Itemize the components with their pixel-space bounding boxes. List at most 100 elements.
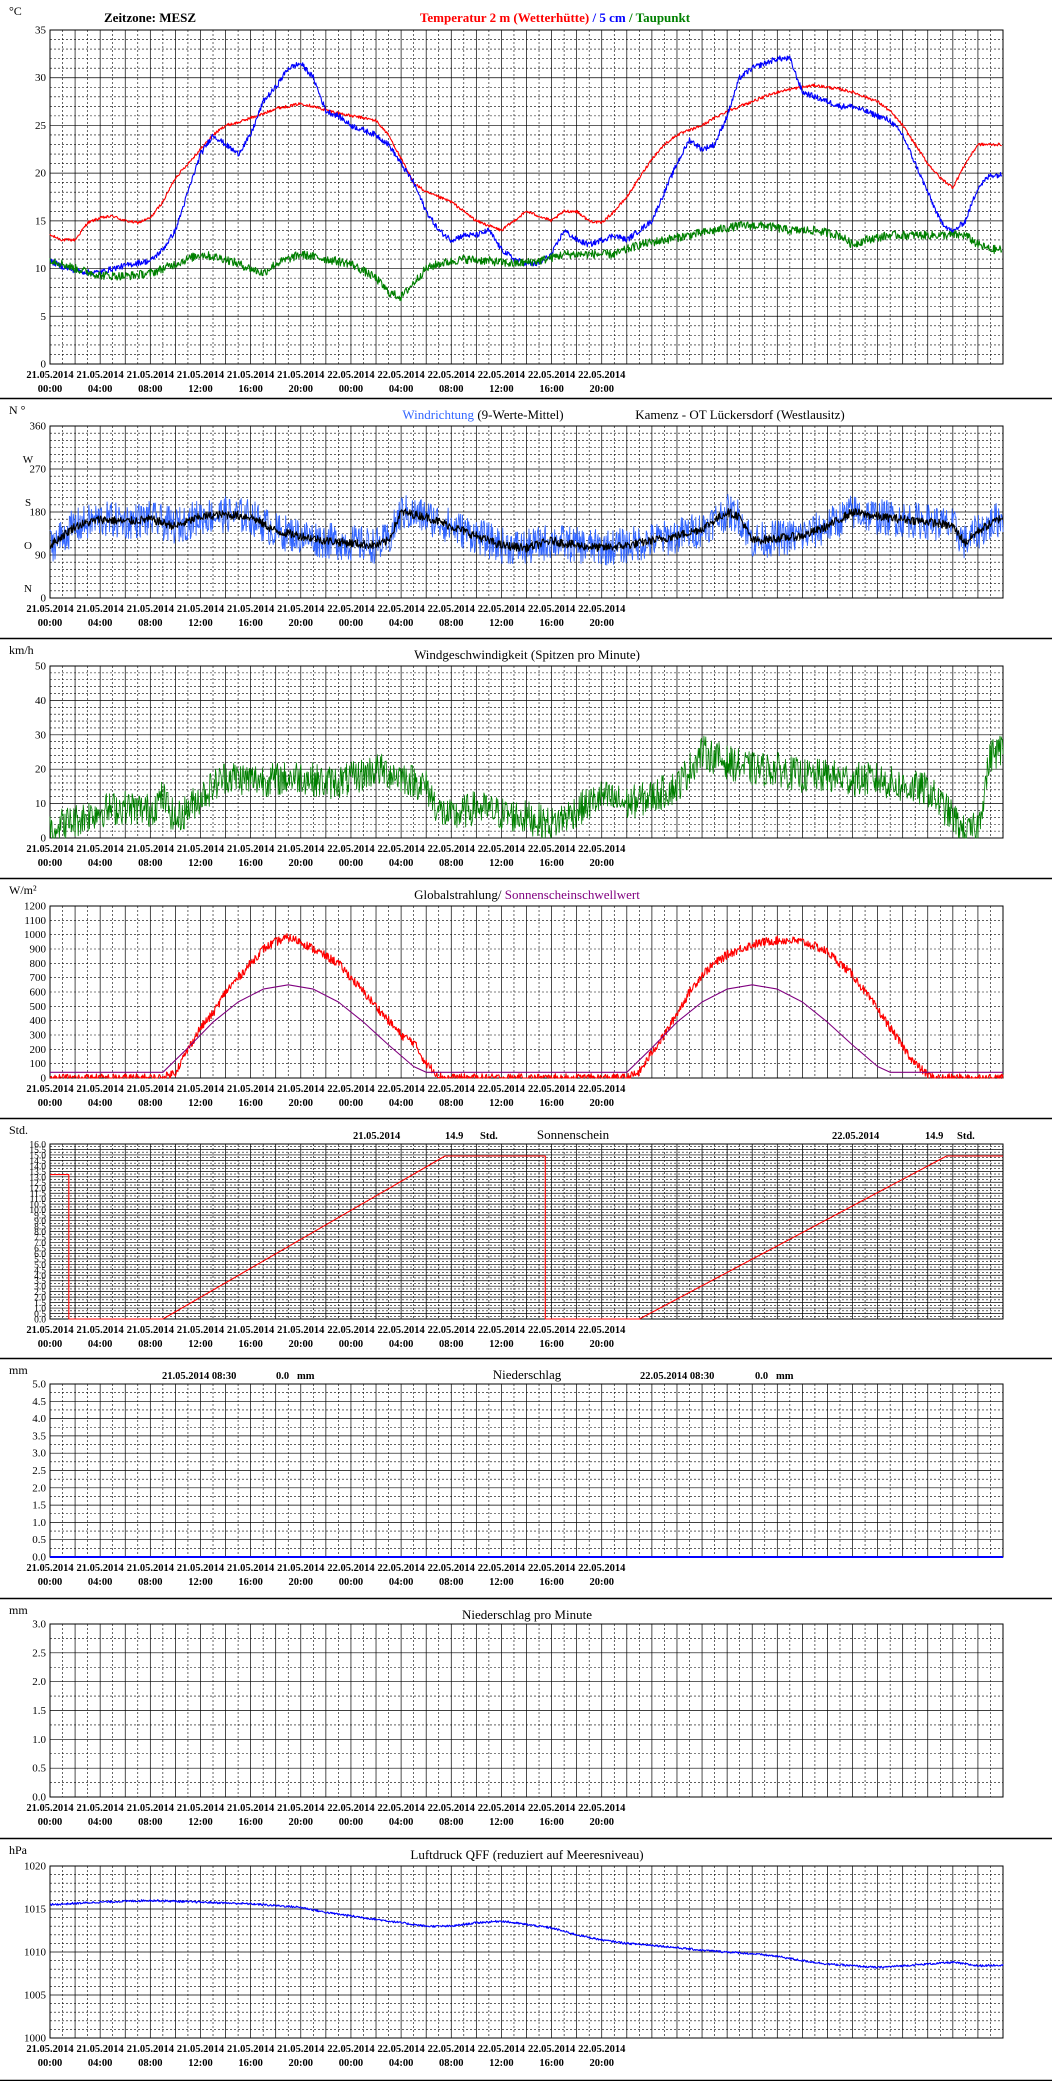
y-tick-label: 9.5 xyxy=(34,1212,46,1222)
y-tick-label: 30 xyxy=(35,729,47,741)
x-tick-date: 22.05.2014 xyxy=(428,604,476,615)
x-tick-date: 22.05.2014 xyxy=(377,2044,425,2055)
chart-title-part: Windgeschwindigkeit (Spitzen pro Minute) xyxy=(414,647,640,662)
y-tick-label: 4.5 xyxy=(34,1266,46,1276)
y-tick-label: 0.5 xyxy=(32,1534,46,1546)
x-tick-date: 22.05.2014 xyxy=(528,1803,576,1814)
x-tick-date: 22.05.2014 xyxy=(428,2044,476,2055)
x-tick-date: 22.05.2014 xyxy=(478,604,526,615)
y-tick-label: 1000 xyxy=(24,929,47,941)
x-tick-time: 12:00 xyxy=(188,1817,213,1828)
x-tick-date: 22.05.2014 xyxy=(528,370,576,381)
x-tick-date: 21.05.2014 xyxy=(177,1563,225,1574)
y-tick-label: 0 xyxy=(41,359,47,371)
x-tick-date: 22.05.2014 xyxy=(428,1563,476,1574)
x-tick-time: 08:00 xyxy=(138,1817,163,1828)
x-tick-time: 16:00 xyxy=(238,1817,263,1828)
x-tick-date: 21.05.2014 xyxy=(277,1084,325,1095)
y-tick-label: 500 xyxy=(30,1001,47,1013)
x-tick-time: 04:00 xyxy=(88,1577,113,1588)
x-tick-time: 00:00 xyxy=(339,1577,364,1588)
series-wind_speed-0 xyxy=(49,735,1004,839)
chart-title-part: Taupunkt xyxy=(636,10,691,25)
x-tick-date: 21.05.2014 xyxy=(26,1563,74,1574)
y-tick-label: 10 xyxy=(35,263,47,275)
x-tick-date: 21.05.2014 xyxy=(127,1803,175,1814)
chart-title-part: Sonnenscheinschwellwert xyxy=(505,887,640,902)
x-tick-time: 12:00 xyxy=(188,384,213,395)
day-unit: mm xyxy=(776,1371,794,1382)
x-tick-time: 20:00 xyxy=(289,858,314,869)
y-tick-label: 900 xyxy=(30,944,47,956)
x-tick-time: 04:00 xyxy=(88,858,113,869)
x-tick-date: 21.05.2014 xyxy=(26,844,74,855)
x-tick-time: 00:00 xyxy=(38,1339,63,1350)
x-tick-time: 00:00 xyxy=(38,858,63,869)
chart-title-part: / xyxy=(589,10,599,25)
x-tick-time: 08:00 xyxy=(138,384,163,395)
y-tick-label: 1200 xyxy=(24,901,47,913)
x-tick-time: 12:00 xyxy=(489,618,514,629)
x-tick-time: 16:00 xyxy=(238,384,263,395)
unit-label: N ° xyxy=(9,403,26,417)
x-tick-time: 20:00 xyxy=(289,1577,314,1588)
x-tick-date: 22.05.2014 xyxy=(428,1084,476,1095)
x-tick-time: 12:00 xyxy=(188,1339,213,1350)
y-tick-label: 3.0 xyxy=(34,1283,46,1293)
compass-label: S xyxy=(25,497,31,509)
compass-label: N xyxy=(24,583,32,595)
x-tick-time: 00:00 xyxy=(38,1577,63,1588)
unit-label: mm xyxy=(9,1363,28,1377)
x-tick-time: 12:00 xyxy=(489,384,514,395)
y-tick-label: 12.5 xyxy=(29,1179,46,1189)
y-tick-label: 90 xyxy=(35,550,47,562)
chart-precipitation: 0.0 0.5 1.0 1.5 2.0 2.5 3.0 3.5 4.0 4.5 5.0 mm Niede… xyxy=(0,1363,1052,1600)
x-tick-time: 00:00 xyxy=(38,618,63,629)
chart-temperature: 0 5 10 15 20 25 30 35 °C Zeitzone: MESZ Temperatur… xyxy=(0,4,1052,400)
y-tick-label: 6.0 xyxy=(34,1250,46,1260)
y-tick-label: 800 xyxy=(30,958,47,970)
x-tick-time: 16:00 xyxy=(539,1817,564,1828)
x-tick-date: 21.05.2014 xyxy=(177,1803,225,1814)
x-tick-date: 21.05.2014 xyxy=(227,844,275,855)
series-sunshine-0 xyxy=(50,1155,1003,1320)
x-tick-date: 21.05.2014 xyxy=(277,1563,325,1574)
unit-label: mm xyxy=(9,1603,28,1617)
y-tick-label: 8.0 xyxy=(34,1228,46,1238)
y-tick-label: 20 xyxy=(35,764,47,776)
series-radiation-0 xyxy=(49,933,1004,1079)
x-tick-time: 12:00 xyxy=(188,618,213,629)
x-tick-date: 22.05.2014 xyxy=(478,844,526,855)
unit-label: hPa xyxy=(9,1843,28,1857)
x-tick-date: 22.05.2014 xyxy=(478,370,526,381)
x-tick-time: 12:00 xyxy=(188,1577,213,1588)
x-tick-time: 20:00 xyxy=(289,1098,314,1109)
y-tick-label: 1005 xyxy=(24,1990,47,2002)
x-tick-time: 00:00 xyxy=(339,1339,364,1350)
x-tick-time: 16:00 xyxy=(238,618,263,629)
y-tick-label: 5.0 xyxy=(34,1261,46,1271)
timezone-label: Zeitzone: MESZ xyxy=(104,10,196,25)
chart-title: Niederschlag xyxy=(493,1367,562,1382)
x-tick-date: 22.05.2014 xyxy=(327,1563,375,1574)
y-tick-label: 1.0 xyxy=(34,1305,46,1315)
x-tick-time: 04:00 xyxy=(88,2058,113,2069)
x-tick-time: 20:00 xyxy=(589,2058,614,2069)
series-temperature-1 xyxy=(49,55,1003,276)
x-tick-date: 22.05.2014 xyxy=(428,844,476,855)
x-tick-time: 16:00 xyxy=(539,1098,564,1109)
y-tick-label: 3.0 xyxy=(32,1619,46,1631)
x-tick-date: 22.05.2014 xyxy=(377,1325,425,1336)
x-tick-time: 12:00 xyxy=(489,1577,514,1588)
x-tick-date: 22.05.2014 xyxy=(478,1563,526,1574)
chart-sunshine: 0.00.51.01.52.02.53.03.54.04.55.05.56.06… xyxy=(0,1123,1052,1360)
x-tick-date: 22.05.2014 xyxy=(327,370,375,381)
x-tick-date: 22.05.2014 xyxy=(377,1803,425,1814)
compass-label: O xyxy=(24,540,32,552)
x-tick-date: 22.05.2014 xyxy=(528,1563,576,1574)
y-tick-label: 2.0 xyxy=(34,1294,46,1304)
x-tick-time: 00:00 xyxy=(38,384,63,395)
chart-title: Luftdruck QFF (reduziert auf Meeresnivea… xyxy=(410,1847,643,1862)
y-tick-label: 360 xyxy=(30,421,47,433)
